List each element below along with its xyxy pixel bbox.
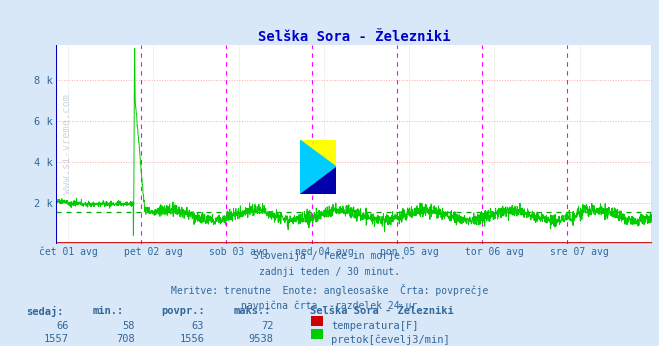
Text: maks.:: maks.:	[234, 306, 272, 316]
Text: www.si-vreme.com: www.si-vreme.com	[62, 94, 72, 194]
Text: min.:: min.:	[92, 306, 123, 316]
Text: povpr.:: povpr.:	[161, 306, 205, 316]
Text: 1556: 1556	[179, 334, 204, 344]
Text: Slovenija / reke in morje.: Slovenija / reke in morje.	[253, 251, 406, 261]
Text: 72: 72	[261, 321, 273, 331]
Text: 1557: 1557	[44, 334, 69, 344]
Text: 58: 58	[123, 321, 135, 331]
Polygon shape	[300, 140, 336, 167]
Text: sedaj:: sedaj:	[26, 306, 64, 317]
Text: zadnji teden / 30 minut.: zadnji teden / 30 minut.	[259, 267, 400, 277]
Text: Selška Sora - Železniki: Selška Sora - Železniki	[310, 306, 453, 316]
Text: navpična črta - razdelek 24 ur: navpična črta - razdelek 24 ur	[241, 301, 418, 311]
Polygon shape	[300, 140, 336, 194]
Text: 63: 63	[192, 321, 204, 331]
Title: Selška Sora - Železniki: Selška Sora - Železniki	[258, 30, 451, 44]
Text: 66: 66	[57, 321, 69, 331]
Text: Meritve: trenutne  Enote: angleosaške  Črta: povprečje: Meritve: trenutne Enote: angleosaške Črt…	[171, 284, 488, 296]
Text: 708: 708	[117, 334, 135, 344]
Polygon shape	[300, 167, 336, 194]
Text: pretok[čevelj3/min]: pretok[čevelj3/min]	[331, 334, 450, 345]
Text: temperatura[F]: temperatura[F]	[331, 321, 419, 331]
Text: 9538: 9538	[248, 334, 273, 344]
